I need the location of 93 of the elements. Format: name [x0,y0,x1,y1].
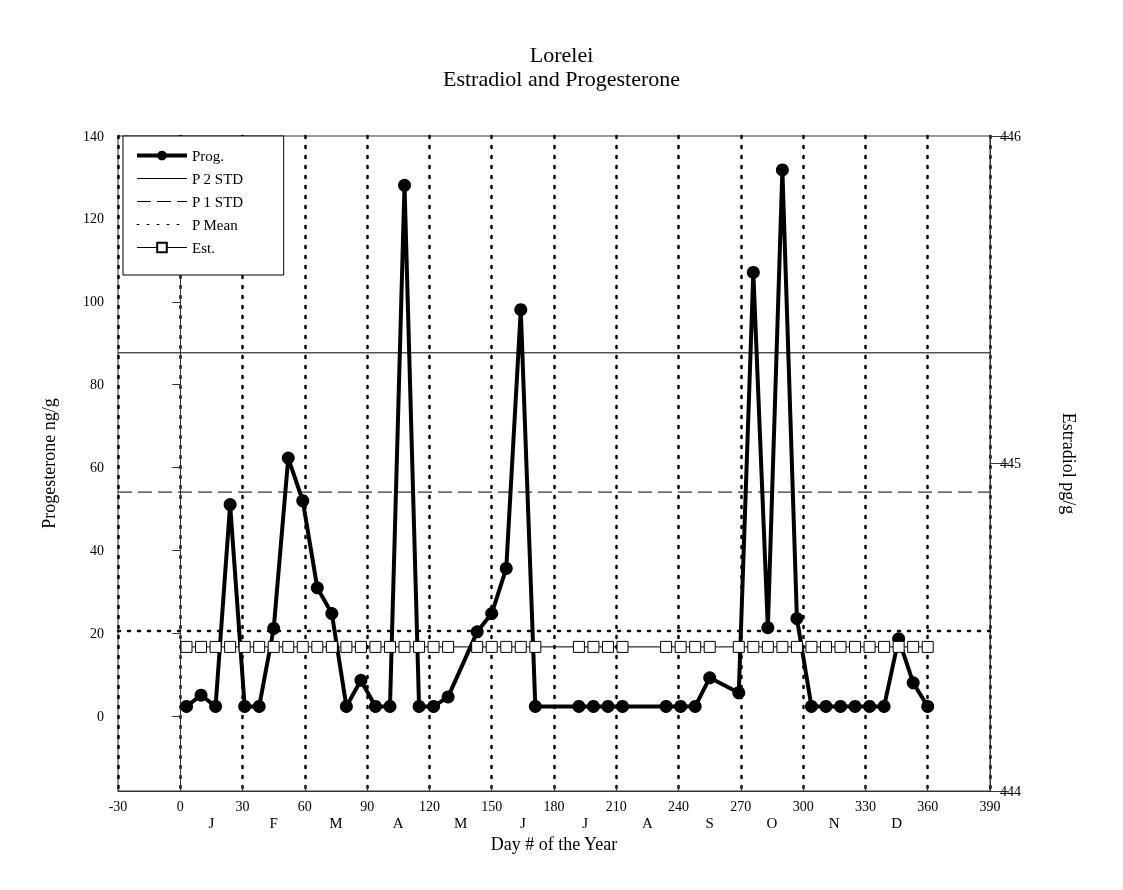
point [485,607,499,621]
y-tick-label: 20 [90,625,104,641]
point [310,581,324,595]
y2-tick-label: 444 [1000,783,1021,799]
x-tick-label: 120 [418,798,440,814]
point [383,699,397,713]
point [470,625,484,639]
x-axis-title: Day # of the Year [490,834,618,854]
point [368,699,382,713]
text: M [329,815,343,831]
text: O [766,815,778,831]
point [238,699,252,713]
x-tick-label: 0 [176,798,184,814]
text: J [519,815,526,831]
point [732,686,746,700]
point [252,699,266,713]
point [528,699,542,713]
point [209,699,223,713]
point [848,699,862,713]
legend-label: Est. [192,239,215,256]
point [921,699,935,713]
x-tick-label: 210 [605,798,627,814]
text: S [705,815,714,831]
point [499,561,513,575]
y-tick-label: 80 [90,377,104,393]
point [223,498,237,512]
y2-tick-label: 446 [1000,128,1021,144]
text: J [582,815,589,831]
x-tick-label: 90 [360,798,375,814]
y2-tick-label: 445 [1000,456,1021,471]
point [834,699,848,713]
y-tick-label: 40 [90,543,104,559]
point [601,699,615,713]
text: A [642,815,654,831]
y-tick-label: 120 [83,211,104,227]
point [514,303,528,317]
x-tick-label: 270 [730,798,752,814]
text: D [891,815,903,831]
chart-subtitle: Estradiol and Progesterone [442,65,681,91]
point [761,621,775,635]
point [441,690,455,704]
chart-title: Lorelei [529,41,594,67]
x-tick-label: 330 [854,798,876,814]
text: J [208,815,215,831]
x-tick-label: 30 [235,798,250,814]
point [412,699,426,713]
point [674,699,688,713]
point [586,699,600,713]
legend-label: Prog. [192,147,225,164]
point [703,671,717,685]
point [325,607,339,621]
legend-label: P 1 STD [192,193,244,210]
point [659,699,673,713]
point [790,612,804,626]
y-tick-label: 0 [97,708,104,724]
text: N [828,815,840,831]
text: A [392,815,404,831]
legend-label: P 2 STD [192,170,244,187]
x-tick-label: 360 [917,798,939,814]
x-tick-label: 150 [481,798,503,814]
y2-axis-title: Estradiol pg/g [1059,412,1079,515]
point [775,163,789,177]
point [281,451,295,465]
x-tick-label: -30 [108,798,128,814]
y-axis-title: Progesterone ng/g [39,398,59,529]
y-tick-label: 100 [83,294,104,310]
point [819,699,833,713]
x-tick-label: 240 [668,798,690,814]
x-tick-label: 180 [543,798,565,814]
x-tick-label: 300 [792,798,814,814]
point [863,699,877,713]
point [267,622,281,635]
point [572,699,586,713]
point [427,699,441,713]
point [616,699,630,713]
point [688,699,702,713]
text: F [269,815,278,831]
point [180,699,194,713]
legend-label: P Mean [192,216,239,233]
point [339,699,353,713]
point [398,178,412,192]
y-tick-label: 60 [90,460,104,476]
point [746,265,760,279]
point [194,688,208,702]
x-tick-label: 390 [979,798,1001,814]
y-tick-label: 140 [83,128,104,144]
point [804,699,818,713]
point [877,699,891,713]
text: M [453,815,468,831]
point [354,673,368,687]
point [296,494,310,508]
point [906,676,920,690]
x-tick-label: 60 [297,798,312,814]
